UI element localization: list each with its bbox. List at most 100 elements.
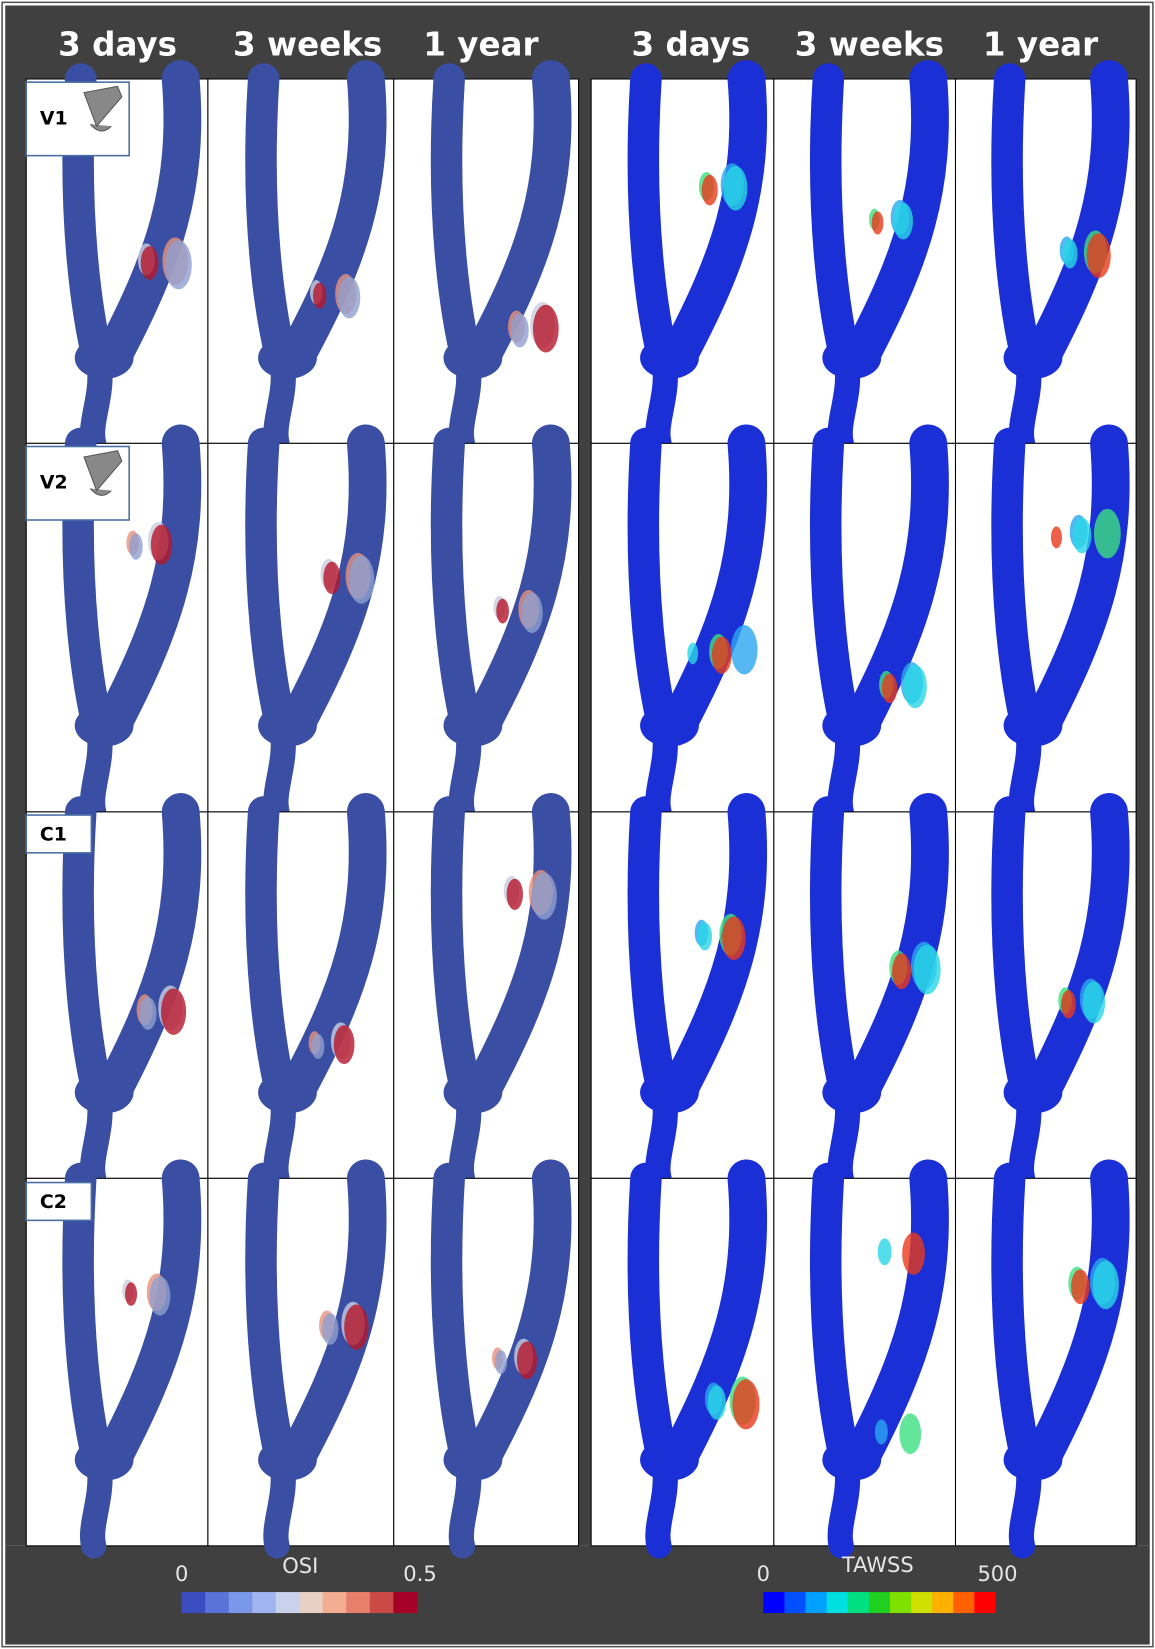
flow-spot <box>1051 526 1062 548</box>
flow-spot <box>313 283 326 309</box>
flow-spot <box>731 625 758 674</box>
vessel <box>444 1071 503 1113</box>
flow-spot <box>139 997 156 1030</box>
flow-spot <box>334 1025 355 1064</box>
flow-spot <box>507 879 523 910</box>
column-header: 3 weeks <box>233 25 382 63</box>
row-label: C1 <box>40 824 67 846</box>
flow-spot <box>495 1350 507 1374</box>
flow-spot <box>875 1419 888 1444</box>
flow-spot <box>902 1232 925 1274</box>
flow-spot <box>687 643 698 665</box>
vessel <box>444 337 503 379</box>
colorbar-segment <box>890 1592 911 1613</box>
colorbar-segment <box>276 1592 300 1613</box>
flow-spot <box>708 1385 726 1420</box>
flow-spot <box>1062 239 1077 268</box>
column-header: 3 days <box>58 25 177 63</box>
flow-spot <box>149 1276 170 1315</box>
colorbar-segment <box>848 1592 869 1613</box>
flow-spot <box>311 1034 324 1059</box>
vessel <box>1004 1071 1063 1113</box>
flow-spot <box>878 1238 892 1265</box>
flow-spot <box>496 599 509 624</box>
colorbar-segment <box>784 1592 805 1613</box>
vessel <box>640 705 699 747</box>
flow-spot <box>165 240 192 289</box>
flow-spot <box>1072 518 1091 554</box>
colorbar-max: 500 <box>977 1562 1017 1586</box>
side-band <box>1136 79 1150 1546</box>
colorbar-max: 0.5 <box>403 1562 436 1586</box>
flow-spot <box>338 277 360 319</box>
flow-spot <box>1093 1261 1119 1310</box>
flow-spot <box>322 1313 339 1345</box>
vessel <box>640 1071 699 1113</box>
flow-spot <box>1061 990 1076 1018</box>
colorbar-segment <box>299 1592 323 1613</box>
flow-spot <box>893 203 913 240</box>
side-band <box>579 79 592 1546</box>
flow-spot <box>724 166 748 211</box>
colorbar-segment <box>827 1592 848 1613</box>
vessel <box>1004 337 1063 379</box>
flow-spot <box>882 674 897 704</box>
vessel <box>75 1439 134 1481</box>
vessel <box>1004 705 1063 747</box>
flow-spot <box>141 246 159 280</box>
flow-spot <box>129 533 143 559</box>
row-label: V1 <box>40 107 68 129</box>
row-label: V2 <box>40 472 68 494</box>
flow-spot <box>151 525 172 565</box>
colorbar-segment <box>205 1592 229 1613</box>
colorbar-segment <box>763 1592 784 1613</box>
vessel <box>75 705 134 747</box>
vessel <box>444 705 503 747</box>
colorbar-segment <box>370 1592 394 1613</box>
flow-spot <box>532 873 557 920</box>
flow-spot <box>125 1282 137 1306</box>
flow-spot <box>1087 233 1111 278</box>
side-band <box>5 79 26 1546</box>
flow-spot <box>914 945 941 995</box>
flow-spot <box>899 1413 921 1454</box>
flow-spot <box>698 922 713 950</box>
colorbar-title: TAWSS <box>841 1553 914 1577</box>
column-header: 1 year <box>983 25 1098 63</box>
colorbar-segment <box>346 1592 370 1613</box>
flow-spot <box>904 665 927 708</box>
flow-spot <box>732 1379 759 1429</box>
vessel <box>258 1439 317 1481</box>
flow-spot <box>1083 981 1106 1023</box>
column-header: 1 year <box>423 25 538 63</box>
colorbar-min: 0 <box>757 1562 770 1586</box>
colorbar-segment <box>806 1592 827 1613</box>
vessel <box>822 337 881 379</box>
flow-spot <box>892 953 911 989</box>
vessel <box>75 337 134 379</box>
flow-spot <box>348 556 374 604</box>
flow-spot <box>722 917 745 961</box>
colorbar-min: 0 <box>175 1562 188 1586</box>
flow-spot <box>323 562 340 594</box>
vessel <box>822 705 881 747</box>
column-header: 3 days <box>631 25 750 63</box>
flow-spot <box>702 175 718 206</box>
colorbar-segment <box>252 1592 276 1613</box>
vessel <box>822 1439 881 1481</box>
colorbar-segment <box>953 1592 974 1613</box>
flow-spot <box>161 988 186 1035</box>
colorbar-segment <box>911 1592 932 1613</box>
flow-spot <box>712 637 732 674</box>
colorbar-segment <box>869 1592 890 1613</box>
flow-spot <box>533 305 559 353</box>
vessel <box>640 337 699 379</box>
flow-spot <box>1071 1269 1089 1304</box>
flow-spot <box>521 593 543 633</box>
vessel <box>258 337 317 379</box>
colorbar-segment <box>229 1592 253 1613</box>
colorbar-segment <box>323 1592 347 1613</box>
vessel <box>640 1439 699 1481</box>
colorbar-segment <box>974 1592 995 1613</box>
row-label: C2 <box>40 1191 67 1213</box>
